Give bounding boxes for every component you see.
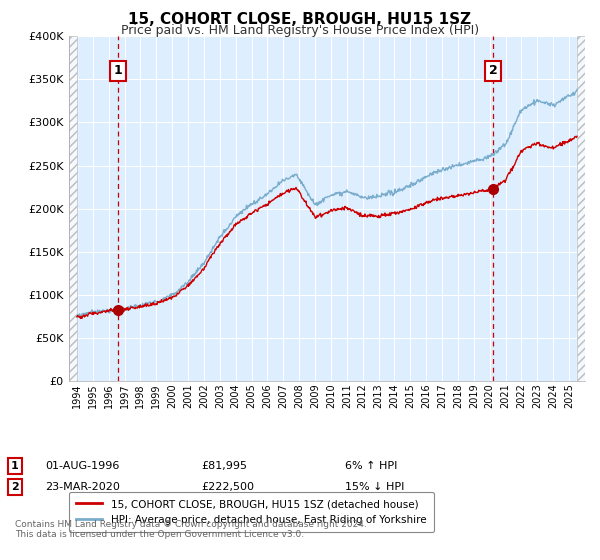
Text: 1: 1 xyxy=(114,64,122,77)
Text: Contains HM Land Registry data © Crown copyright and database right 2024.
This d: Contains HM Land Registry data © Crown c… xyxy=(15,520,367,539)
Text: 01-AUG-1996: 01-AUG-1996 xyxy=(45,461,119,471)
Text: 2: 2 xyxy=(11,482,19,492)
Legend: 15, COHORT CLOSE, BROUGH, HU15 1SZ (detached house), HPI: Average price, detache: 15, COHORT CLOSE, BROUGH, HU15 1SZ (deta… xyxy=(69,492,434,533)
Text: 1: 1 xyxy=(11,461,19,471)
Text: 15, COHORT CLOSE, BROUGH, HU15 1SZ: 15, COHORT CLOSE, BROUGH, HU15 1SZ xyxy=(128,12,472,27)
Text: 6% ↑ HPI: 6% ↑ HPI xyxy=(345,461,397,471)
Text: 2: 2 xyxy=(489,64,497,77)
Text: £81,995: £81,995 xyxy=(201,461,247,471)
Text: 23-MAR-2020: 23-MAR-2020 xyxy=(45,482,120,492)
Text: £222,500: £222,500 xyxy=(201,482,254,492)
Text: Price paid vs. HM Land Registry's House Price Index (HPI): Price paid vs. HM Land Registry's House … xyxy=(121,24,479,37)
Text: 15% ↓ HPI: 15% ↓ HPI xyxy=(345,482,404,492)
